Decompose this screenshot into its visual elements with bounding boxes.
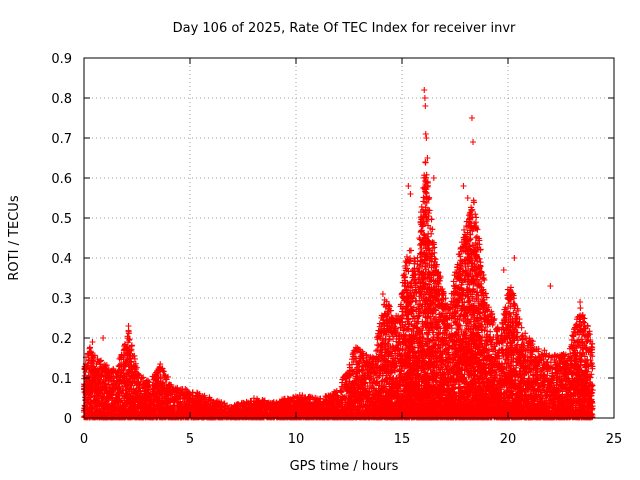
- data-point: [140, 374, 147, 381]
- data-points: [80, 87, 596, 421]
- data-point: [131, 355, 138, 362]
- data-point: [159, 365, 166, 372]
- data-point: [97, 358, 104, 365]
- data-point: [145, 378, 152, 385]
- data-point: [128, 359, 135, 366]
- chart-title: Day 106 of 2025, Rate Of TEC Index for r…: [173, 21, 516, 36]
- data-point: [157, 361, 164, 368]
- data-point: [119, 367, 126, 374]
- data-point: [88, 401, 95, 408]
- data-point: [117, 398, 124, 405]
- data-point: [128, 342, 135, 349]
- data-point: [120, 387, 127, 394]
- data-point: [146, 379, 153, 386]
- data-point: [125, 330, 132, 337]
- data-point: [116, 383, 123, 390]
- data-point: [103, 398, 110, 405]
- data-point: [157, 375, 164, 382]
- data-point: [107, 374, 114, 381]
- data-point: [91, 352, 98, 359]
- data-point: [133, 364, 140, 371]
- data-point: [145, 382, 152, 389]
- data-point: [138, 375, 145, 382]
- data-point: [126, 336, 133, 343]
- data-point: [109, 390, 116, 397]
- data-point: [103, 362, 110, 369]
- data-point: [98, 357, 105, 364]
- data-point: [130, 372, 137, 379]
- data-point: [132, 360, 139, 367]
- data-point: [125, 367, 132, 374]
- data-point: [137, 378, 144, 385]
- data-point: [160, 368, 167, 375]
- data-point: [86, 344, 93, 351]
